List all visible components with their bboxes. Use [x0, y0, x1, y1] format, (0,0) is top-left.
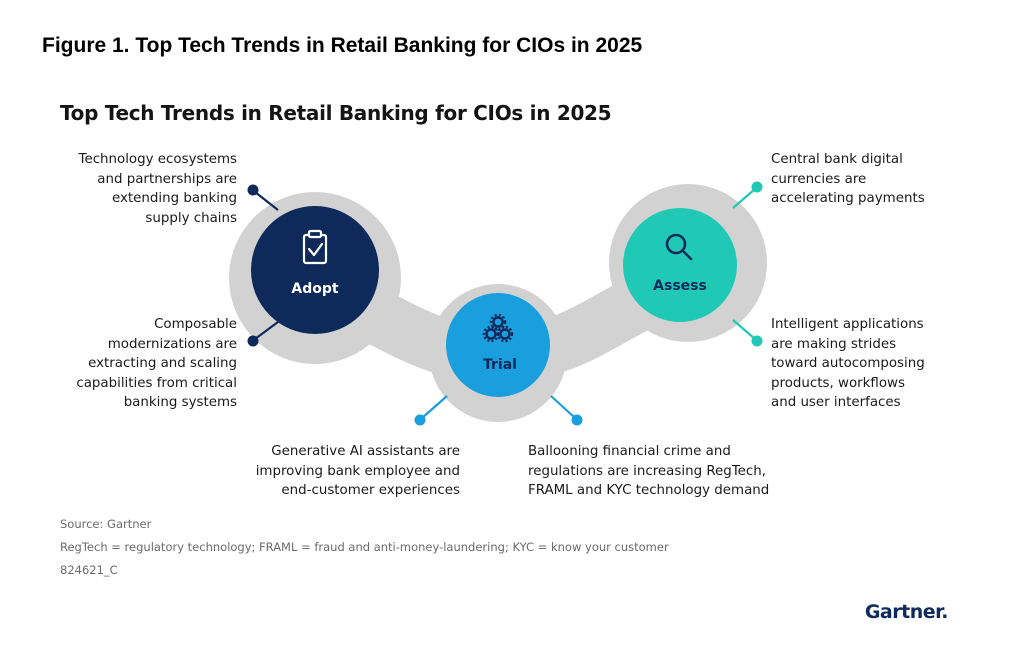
callout-composable: Composable modernizations are extracting… — [76, 317, 237, 410]
callout-intelligent-apps: Intelligent applications are making stri… — [771, 317, 925, 410]
footer-source: Source: Gartner — [60, 517, 152, 531]
leader-lines — [254, 188, 756, 419]
trial-node: Trial — [446, 293, 550, 397]
clipboard-check-icon — [302, 229, 328, 265]
magnifier-icon — [665, 233, 693, 261]
assess-node: Assess — [623, 208, 737, 322]
trial-label: Trial — [483, 357, 517, 373]
callout-cbdc: Central bank digital currencies are acce… — [771, 152, 925, 206]
diagram-title: Top Tech Trends in Retail Banking for CI… — [60, 101, 612, 125]
footer-note: RegTech = regulatory technology; FRAML =… — [60, 540, 669, 554]
callout-ecosystems: Technology ecosystems and partnerships a… — [78, 152, 237, 226]
callout-genai: Generative AI assistants are improving b… — [255, 444, 460, 498]
adopt-node: Adopt — [251, 206, 379, 334]
gears-icon — [482, 313, 514, 343]
footer-id: 824621_C — [60, 563, 118, 577]
figure-title: Figure 1. Top Tech Trends in Retail Bank… — [42, 34, 643, 57]
callout-fincrime: Ballooning financial crime and regulatio… — [528, 444, 770, 498]
assess-label: Assess — [653, 278, 707, 294]
leader-dots — [247, 181, 763, 426]
adopt-label: Adopt — [291, 281, 338, 297]
gartner-logo: Gartner. — [864, 601, 949, 623]
